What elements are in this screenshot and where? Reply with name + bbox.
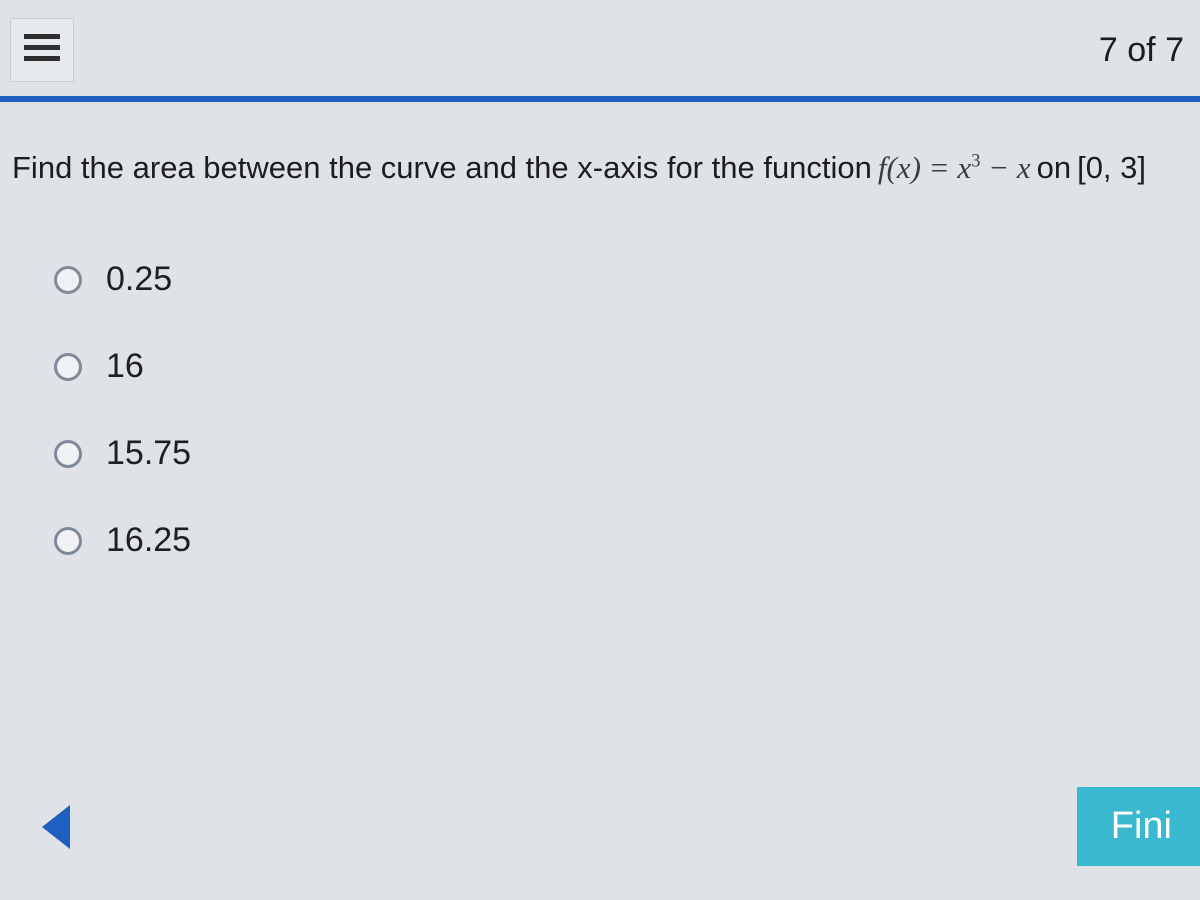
question-prompt: Find the area between the curve and the … [12,150,872,186]
question-function: f(x) = x3 − x [878,150,1031,186]
option-label: 15.75 [106,434,191,473]
radio-icon [54,440,82,468]
function-exponent: 3 [971,151,980,172]
option-0[interactable]: 0.25 [54,236,1190,323]
menu-button[interactable] [10,18,74,82]
bottom-nav: Fini [0,787,1200,866]
question-text: Find the area between the curve and the … [12,150,1190,186]
radio-icon [54,527,82,555]
option-label: 0.25 [106,260,172,299]
function-base: x [957,150,971,185]
question-interval: [0, 3] [1077,150,1146,186]
option-2[interactable]: 15.75 [54,410,1190,497]
option-label: 16.25 [106,521,191,560]
question-area: Find the area between the curve and the … [0,102,1200,584]
hamburger-icon [24,34,60,67]
progress-indicator: 7 of 7 [1099,31,1190,70]
function-tail: − x [980,150,1030,185]
previous-button[interactable] [42,805,70,849]
top-bar: 7 of 7 [0,0,1200,96]
function-lhs: f(x) = [878,150,957,185]
option-3[interactable]: 16.25 [54,497,1190,584]
finish-button[interactable]: Fini [1077,787,1200,866]
interval-prefix: on [1037,150,1071,186]
options-list: 0.25 16 15.75 16.25 [12,186,1190,584]
radio-icon [54,266,82,294]
option-1[interactable]: 16 [54,323,1190,410]
option-label: 16 [106,347,144,386]
radio-icon [54,353,82,381]
